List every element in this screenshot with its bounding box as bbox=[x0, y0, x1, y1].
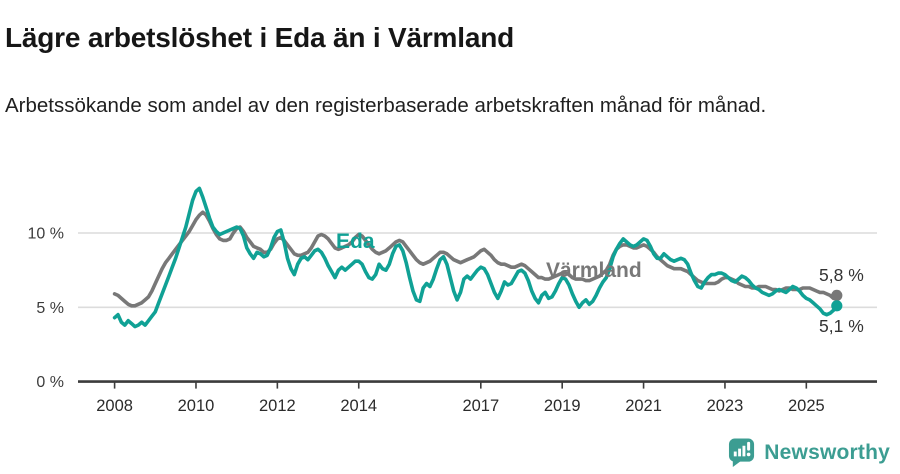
chart-subtitle: Arbetssökande som andel av den registerb… bbox=[5, 93, 767, 117]
chart-title: Lägre arbetslöshet i Eda än i Värmland bbox=[5, 21, 515, 53]
x-tick-label-2008: 2008 bbox=[96, 397, 133, 415]
x-tick-label-2025: 2025 bbox=[788, 397, 825, 415]
series-end-dot-eda bbox=[831, 300, 843, 312]
logo-exclamation-dot bbox=[747, 452, 751, 457]
x-tick-label-2012: 2012 bbox=[259, 397, 296, 415]
series-end-dot-värmland bbox=[831, 289, 843, 301]
x-tick-label-2017: 2017 bbox=[462, 397, 499, 415]
end-value-label-varmland: 5,8 % bbox=[819, 265, 864, 285]
y-tick-label-0: 0 % bbox=[36, 374, 64, 391]
y-tick-label-10: 10 % bbox=[28, 226, 64, 243]
series-label-eda: Eda bbox=[336, 230, 375, 253]
y-tick-label-5: 5 % bbox=[36, 300, 64, 317]
x-tick-label-2010: 2010 bbox=[178, 397, 215, 415]
series-line-eda bbox=[112, 186, 839, 329]
logo-exclamation-bar bbox=[747, 441, 751, 451]
x-tick-label-2021: 2021 bbox=[625, 397, 662, 415]
newsworthy-logo[interactable]: Newsworthy bbox=[728, 437, 890, 468]
newsworthy-logo-text: Newsworthy bbox=[764, 440, 890, 464]
x-tick-label-2019: 2019 bbox=[544, 397, 581, 415]
end-value-label-eda: 5,1 % bbox=[819, 316, 864, 336]
newsworthy-logo-icon bbox=[729, 438, 755, 467]
x-tick-label-2023: 2023 bbox=[707, 397, 744, 415]
x-tick-label-2014: 2014 bbox=[340, 397, 377, 415]
series-label-varmland: Värmland bbox=[546, 259, 642, 282]
logo-bar-2 bbox=[738, 448, 742, 457]
series-line-värmland bbox=[112, 210, 839, 308]
logo-bar-3 bbox=[742, 445, 746, 457]
logo-bar-1 bbox=[734, 451, 737, 457]
